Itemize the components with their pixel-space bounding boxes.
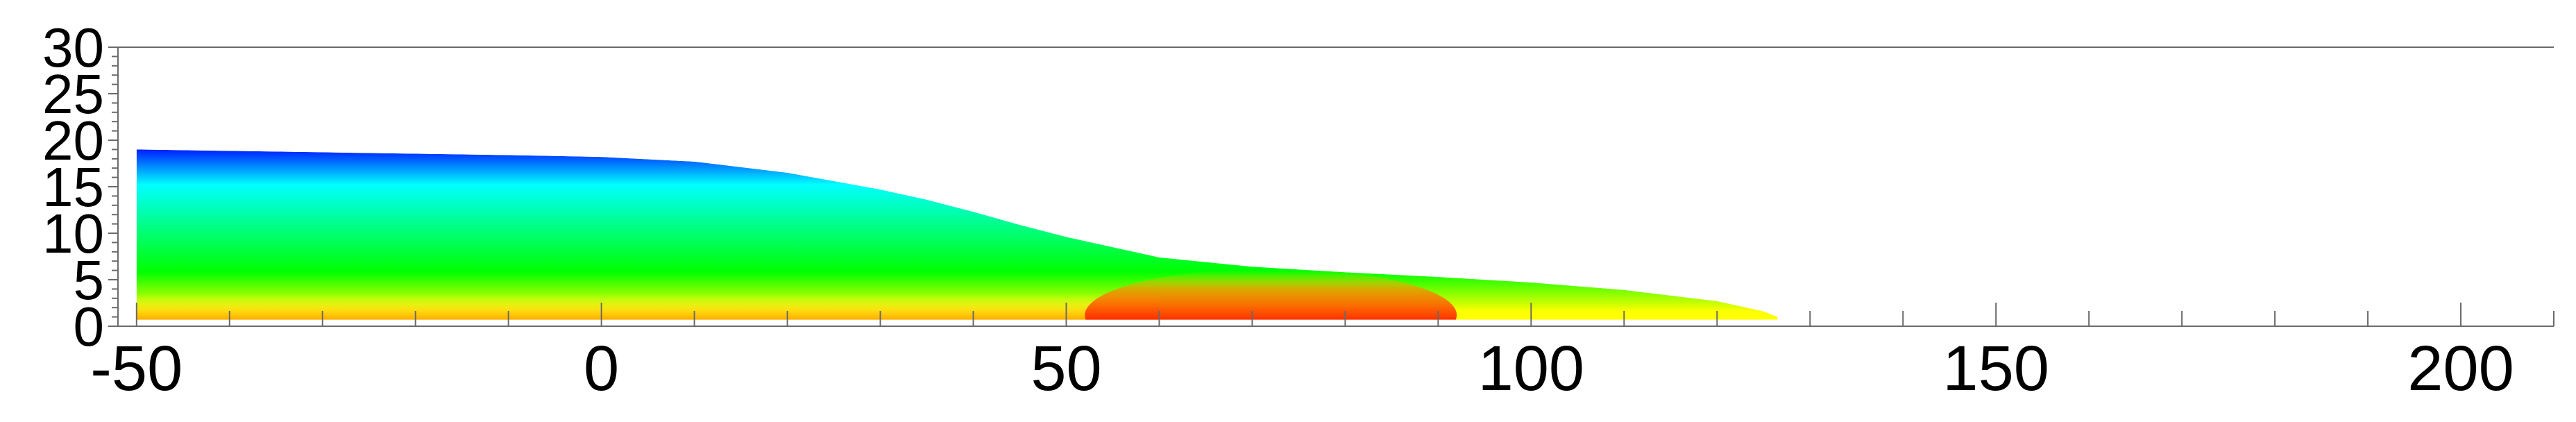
x-tick-label: -50 bbox=[90, 333, 183, 404]
y-tick-label: 10 bbox=[42, 203, 104, 264]
y-tick-label: 30 bbox=[42, 17, 104, 78]
y-tick-label: 20 bbox=[42, 110, 104, 171]
x-tick-label: 50 bbox=[1031, 333, 1101, 404]
y-tick-label: 0 bbox=[74, 296, 105, 357]
bed-layer bbox=[136, 294, 1160, 320]
x-tick-label: 150 bbox=[1942, 333, 2049, 404]
bore-zone bbox=[1085, 268, 1457, 320]
x-tick-label: 200 bbox=[2407, 333, 2514, 404]
x-tick-label: 0 bbox=[584, 333, 619, 404]
y-tick-label: 5 bbox=[74, 249, 105, 311]
y-tick-label: 25 bbox=[42, 63, 104, 125]
x-tick-label: 100 bbox=[1478, 333, 1585, 404]
y-tick-label: 15 bbox=[42, 156, 104, 218]
